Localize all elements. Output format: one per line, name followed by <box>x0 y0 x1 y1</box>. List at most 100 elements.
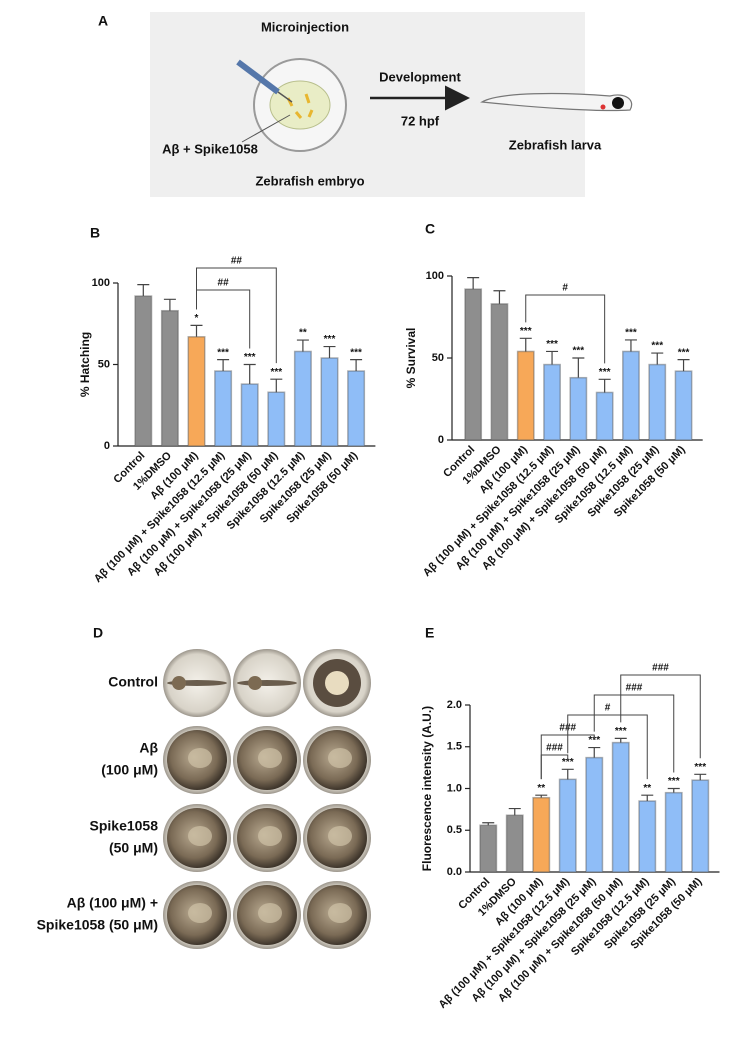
error-bar <box>270 378 283 393</box>
panel-label: E <box>425 625 434 641</box>
error-bar <box>651 352 664 365</box>
bracket <box>525 294 606 364</box>
error-bar <box>137 284 150 297</box>
row-label: Spike1058 <box>90 818 159 834</box>
larva-head <box>172 676 186 690</box>
error-bar <box>190 324 203 337</box>
bar <box>214 370 233 447</box>
error-bar <box>546 350 559 365</box>
error-bar <box>535 794 548 798</box>
bar <box>691 779 710 873</box>
bracket-label: ## <box>218 278 230 289</box>
bracket-label: # <box>605 703 611 714</box>
error-bar <box>163 298 176 311</box>
bar <box>558 778 577 873</box>
label: Development <box>379 69 461 84</box>
label: Aβ + Spike1058 <box>162 141 258 156</box>
needle <box>277 91 293 103</box>
bar <box>490 303 509 441</box>
bar <box>320 357 339 447</box>
particles <box>286 93 314 119</box>
significance: *** <box>520 326 532 337</box>
error-bar <box>243 363 256 385</box>
label: Microinjection <box>261 19 349 34</box>
bar <box>543 363 561 441</box>
yolk <box>258 826 282 846</box>
bar <box>585 756 604 873</box>
error-bar <box>350 359 363 372</box>
bar <box>347 370 366 447</box>
error-bar <box>641 794 654 802</box>
significance: *** <box>678 347 690 358</box>
error-bar <box>482 822 495 826</box>
bracket <box>196 267 277 364</box>
yolk <box>188 748 212 768</box>
significance: *** <box>615 726 627 737</box>
y-axis-label: Fluorescence intensity (A.U.) <box>420 706 434 871</box>
label: Zebrafish larva <box>509 137 602 152</box>
yolk <box>188 826 212 846</box>
bracket-label: ### <box>626 683 643 694</box>
bar <box>611 741 630 873</box>
row-label: Spike1058 (50 μM) <box>37 917 158 933</box>
bar <box>160 309 179 447</box>
embryo-yolk <box>269 80 331 130</box>
bracket <box>593 694 675 773</box>
error-bar <box>598 378 611 393</box>
error-bar <box>493 290 506 304</box>
error-bar <box>323 345 336 358</box>
significance: *** <box>573 346 585 357</box>
bar <box>505 814 524 873</box>
bar <box>674 370 693 441</box>
significance: *** <box>244 352 256 363</box>
y-axis-label: % Hatching <box>78 332 92 397</box>
y-tick-label: 1.5 <box>447 741 462 753</box>
significance: *** <box>546 339 558 350</box>
bar <box>464 288 483 441</box>
y-tick-label: 0.5 <box>447 824 462 836</box>
larva <box>480 92 633 112</box>
y-axis-label: % Survival <box>404 328 418 389</box>
larva-heart <box>600 104 606 110</box>
bracket-label: ### <box>652 663 669 674</box>
larva-body <box>237 680 297 686</box>
yolk <box>328 903 352 923</box>
error-bar <box>624 339 637 352</box>
bracket-label: # <box>562 283 568 294</box>
significance: * <box>195 313 199 324</box>
significance: ** <box>537 783 545 794</box>
bracket-label: ## <box>231 256 243 267</box>
panel-label: A <box>98 13 108 29</box>
row-label: Aβ (100 μM) + <box>67 895 158 911</box>
error-bar <box>667 787 680 793</box>
row-label: (50 μM) <box>109 840 158 856</box>
significance: ** <box>643 783 651 794</box>
significance: *** <box>588 735 600 746</box>
panel-label: D <box>93 625 103 641</box>
bracket-label: ### <box>546 743 563 754</box>
y-tick-label: 50 <box>432 352 444 364</box>
bar <box>622 350 640 441</box>
bar <box>595 391 614 441</box>
yolk <box>328 826 352 846</box>
bar <box>293 350 312 447</box>
larva-head <box>248 676 262 690</box>
bar <box>532 796 551 873</box>
error-bar <box>614 737 627 743</box>
error-bar <box>694 773 707 781</box>
y-tick-label: 0 <box>104 440 110 452</box>
bracket <box>567 714 648 780</box>
significance: *** <box>350 347 362 358</box>
significance: *** <box>270 367 282 378</box>
error-bar <box>572 357 585 378</box>
row-label: Aβ <box>139 740 158 756</box>
y-tick-label: 2.0 <box>447 699 462 711</box>
yolk <box>328 748 352 768</box>
yolk <box>325 671 349 695</box>
y-tick-label: 100 <box>426 270 444 282</box>
y-tick-label: 100 <box>92 277 110 289</box>
panel-label: C <box>425 221 435 237</box>
bar <box>648 363 667 441</box>
error-bar <box>508 807 521 816</box>
